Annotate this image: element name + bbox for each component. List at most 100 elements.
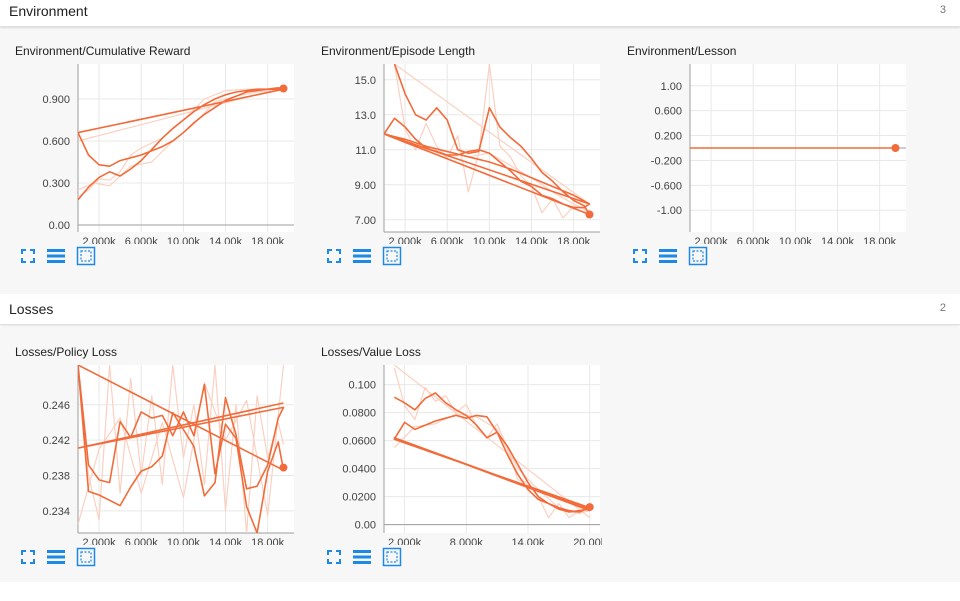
chart-title: Losses/Policy Loss xyxy=(15,345,118,359)
losses-section-header[interactable]: Losses 2 xyxy=(0,298,960,325)
chart-plot[interactable]: 7.00 9.00 11.0 13.0 15.0 2.000k 6.000k 10.00k 14… xyxy=(306,64,602,244)
fit-to-data-icon[interactable] xyxy=(630,246,650,266)
chart-card: Losses/Policy Loss 0.234 0.238 0.242 0.246 2… xyxy=(0,331,296,601)
zoom-region-icon xyxy=(382,547,402,567)
list-icon[interactable] xyxy=(46,246,66,266)
series-line-smoothed xyxy=(393,392,591,513)
zoom-region-icon xyxy=(382,246,402,266)
x-tick-label: 2.000k xyxy=(83,537,117,545)
fit-to-data-icon xyxy=(21,249,35,263)
y-tick-label: 15.0 xyxy=(355,75,376,87)
series-line-raw xyxy=(394,64,590,205)
y-tick-label: 0.900 xyxy=(42,94,70,106)
y-tick-label: 0.246 xyxy=(42,400,70,412)
x-tick-label: 20.00k xyxy=(573,537,602,545)
y-tick-label: 0.242 xyxy=(42,435,70,447)
section-title: Losses xyxy=(9,301,54,317)
series-line-smoothed xyxy=(78,86,285,201)
zoom-region-icon[interactable] xyxy=(76,246,96,266)
series-line-smoothed xyxy=(78,365,285,533)
series-line-raw xyxy=(78,88,284,198)
x-tick-label: 6.000k xyxy=(125,236,159,244)
x-tick-label: 6.000k xyxy=(737,236,771,244)
y-tick-label: 0.238 xyxy=(42,471,70,483)
y-tick-label: 0.234 xyxy=(42,506,70,518)
series-line-raw xyxy=(78,365,285,525)
y-tick-label: 0.600 xyxy=(42,136,70,148)
series-line-smoothed xyxy=(384,64,591,216)
plot-area xyxy=(384,365,600,533)
x-tick-label: 6.000k xyxy=(125,537,159,545)
last-point-marker xyxy=(279,463,288,472)
last-point-marker xyxy=(279,84,288,93)
chart-plot[interactable]: 0.234 0.238 0.242 0.246 2.000k 6.000k 10.00k 14… xyxy=(0,365,296,545)
chart-card: Environment/Cumulative Reward 0.00 0.300 0… xyxy=(0,30,296,300)
y-tick-label: 0.600 xyxy=(654,106,682,118)
x-tick-label: 18.00k xyxy=(251,537,285,545)
chart-card: Environment/Lesson -1.00 -0.600 -0.200 0.20… xyxy=(612,30,908,300)
fit-to-data-icon[interactable] xyxy=(18,547,38,567)
chart-plot[interactable]: 0.00 0.300 0.600 0.900 2.000k 6.000k 10.00k 14.… xyxy=(0,64,296,244)
x-tick-label: 14.00k xyxy=(515,236,549,244)
chart-plot[interactable]: 0.00 0.0200 0.0400 0.0600 0.0800 0.100 2.000k 8… xyxy=(306,365,602,545)
x-tick-label: 14.00k xyxy=(821,236,855,244)
chart-title: Environment/Cumulative Reward xyxy=(15,44,191,58)
list-icon xyxy=(47,249,65,263)
series-line-raw xyxy=(393,64,591,219)
y-tick-label: 0.0200 xyxy=(342,492,376,504)
y-tick-label: 13.0 xyxy=(355,110,376,122)
zoom-region-icon[interactable] xyxy=(76,547,96,567)
list-icon[interactable] xyxy=(658,246,678,266)
chart-title: Environment/Lesson xyxy=(627,44,737,58)
y-tick-label: 0.100 xyxy=(348,380,376,392)
y-tick-label: 11.0 xyxy=(355,145,376,157)
zoom-region-icon xyxy=(76,547,96,567)
x-tick-label: 18.00k xyxy=(557,236,591,244)
y-tick-label: -0.600 xyxy=(651,180,682,192)
fit-to-data-icon xyxy=(327,249,341,263)
last-point-marker xyxy=(585,503,594,512)
zoom-region-icon xyxy=(76,246,96,266)
y-tick-label: 9.00 xyxy=(355,180,376,192)
list-icon xyxy=(353,550,371,564)
last-point-marker xyxy=(585,210,594,219)
zoom-region-icon[interactable] xyxy=(688,246,708,266)
x-tick-label: 6.000k xyxy=(431,236,465,244)
y-tick-label: 1.00 xyxy=(661,81,682,93)
fit-to-data-icon xyxy=(633,249,647,263)
x-tick-label: 14.00k xyxy=(209,236,243,244)
zoom-region-icon[interactable] xyxy=(382,547,402,567)
fit-to-data-icon xyxy=(327,550,341,564)
section-count: 3 xyxy=(939,4,946,16)
fit-to-data-icon[interactable] xyxy=(18,246,38,266)
list-icon[interactable] xyxy=(352,547,372,567)
section-title: Environment xyxy=(9,3,88,19)
y-tick-label: 0.00 xyxy=(355,520,376,532)
x-tick-label: 10.00k xyxy=(167,236,201,244)
zoom-region-icon[interactable] xyxy=(382,246,402,266)
y-tick-label: 7.00 xyxy=(355,215,376,227)
y-tick-label: 0.0800 xyxy=(342,408,376,420)
list-icon xyxy=(47,550,65,564)
fit-to-data-icon[interactable] xyxy=(324,246,344,266)
x-tick-label: 2.000k xyxy=(695,236,729,244)
y-tick-label: -1.00 xyxy=(657,205,682,217)
list-icon[interactable] xyxy=(46,547,66,567)
x-tick-label: 10.00k xyxy=(779,236,813,244)
y-tick-label: -0.200 xyxy=(651,155,682,167)
chart-card: Losses/Value Loss 0.00 0.0200 0.0400 0.0600… xyxy=(306,331,602,601)
chart-card: Environment/Episode Length 7.00 9.00 11.0 1… xyxy=(306,30,602,300)
list-icon[interactable] xyxy=(352,246,372,266)
x-tick-label: 2.000k xyxy=(388,537,422,545)
x-tick-label: 18.00k xyxy=(863,236,897,244)
chart-title: Losses/Value Loss xyxy=(321,345,421,359)
y-tick-label: 0.0600 xyxy=(342,436,376,448)
zoom-region-icon xyxy=(688,246,708,266)
chart-plot[interactable]: -1.00 -0.600 -0.200 0.200 0.600 1.00 2.000k 6.0… xyxy=(612,64,908,244)
fit-to-data-icon[interactable] xyxy=(324,547,344,567)
x-tick-label: 2.000k xyxy=(83,236,117,244)
environment-section-header[interactable]: Environment 3 xyxy=(0,0,960,27)
y-tick-label: 0.200 xyxy=(654,131,682,143)
series-line-raw xyxy=(393,365,591,519)
list-icon xyxy=(353,249,371,263)
